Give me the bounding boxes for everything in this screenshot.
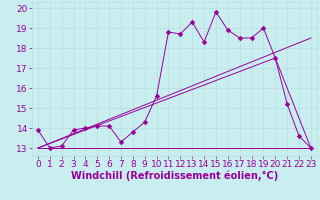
X-axis label: Windchill (Refroidissement éolien,°C): Windchill (Refroidissement éolien,°C)	[71, 171, 278, 181]
